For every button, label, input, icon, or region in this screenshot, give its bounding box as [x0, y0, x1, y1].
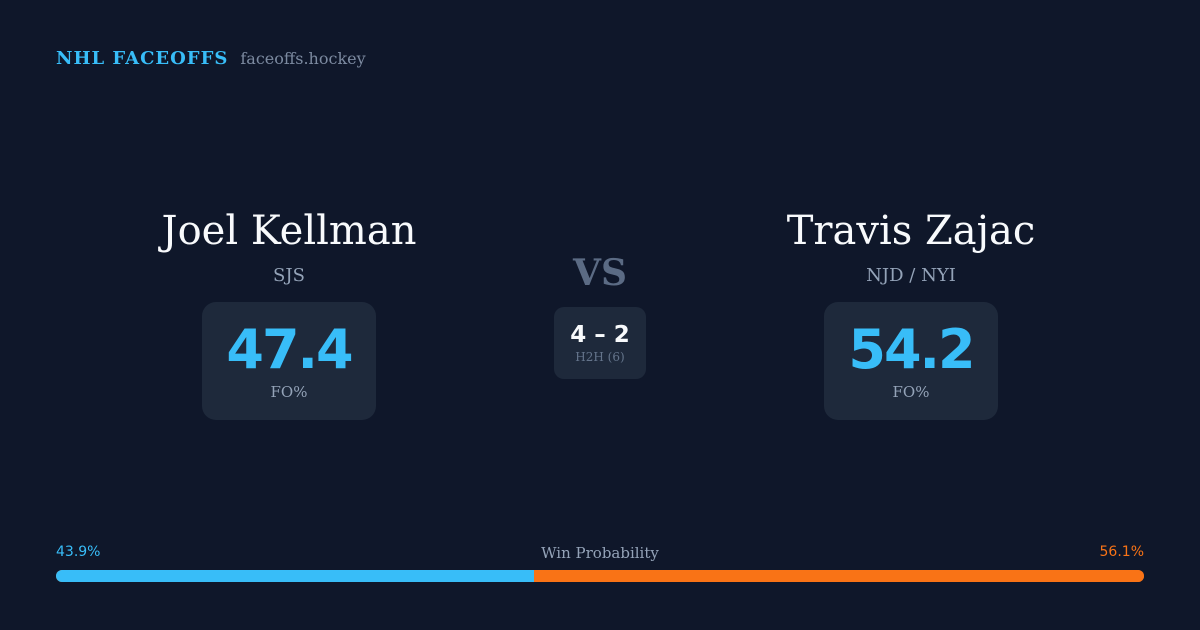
player-1-fo-label: FO%	[270, 383, 308, 401]
player-2-fo-label: FO%	[892, 383, 930, 401]
vs-label: VS	[573, 252, 627, 294]
player-2-fo-value: 54.2	[848, 318, 975, 381]
player-1-team: SJS	[273, 265, 305, 286]
brand: NHL FACEOFFS faceoffs.hockey	[56, 48, 366, 69]
h2h-score: 4 – 2	[570, 322, 630, 348]
player-1-fo-card: 47.4 FO%	[202, 302, 376, 420]
player-2-win-segment	[533, 570, 1144, 582]
player-1-win-segment	[56, 570, 534, 582]
win-probability-label: Win Probability	[541, 544, 659, 562]
player-1-win-pct: 43.9%	[56, 544, 101, 560]
player-2-fo-card: 54.2 FO%	[824, 302, 998, 420]
player-1: Joel Kellman SJS 47.4 FO%	[89, 205, 489, 420]
player-2-team: NJD / NYI	[866, 265, 956, 286]
player-2: Travis Zajac NJD / NYI 54.2 FO%	[711, 205, 1111, 420]
player-2-name: Travis Zajac	[786, 208, 1036, 254]
h2h-card: 4 – 2 H2H (6)	[554, 307, 646, 379]
player-1-fo-value: 47.4	[226, 318, 353, 381]
h2h-label: H2H (6)	[575, 350, 625, 364]
player-1-name: Joel Kellman	[161, 208, 417, 254]
player-2-win-pct: 56.1%	[1099, 544, 1144, 560]
brand-title: NHL FACEOFFS	[56, 48, 229, 69]
win-probability-bar	[56, 570, 1144, 582]
brand-domain: faceoffs.hockey	[240, 49, 366, 68]
